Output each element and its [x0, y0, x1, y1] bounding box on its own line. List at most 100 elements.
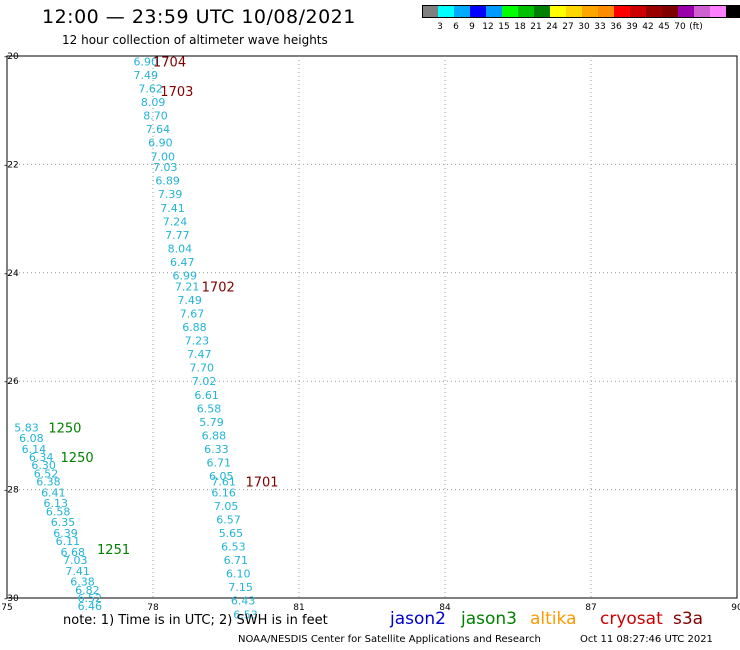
colorbar-swatch [646, 5, 662, 18]
wave-height-label: 5.83 [14, 421, 39, 434]
wave-height-label: 6.43 [231, 595, 256, 608]
wave-height-label: 6.58 [46, 505, 71, 518]
wave-height-label: 7.70 [190, 362, 215, 375]
colorbar-label: 9 [469, 22, 475, 32]
colorbar-label: 3 [437, 22, 443, 32]
colorbar-label: 27 [562, 22, 574, 32]
legend-jason2: jason2 [390, 609, 446, 629]
wave-height-label: 7.23 [185, 335, 210, 348]
longitude-tick-label: 90 [731, 603, 740, 613]
colorbar-swatch [550, 5, 566, 18]
map-title: 12:00 — 23:59 UTC 10/08/2021 [42, 6, 356, 28]
latitude-tick-label: -22 [4, 160, 19, 170]
colorbar-swatch [502, 5, 518, 18]
wave-height-label: 7.24 [163, 215, 188, 228]
map-subtitle: 12 hour collection of altimeter wave hei… [62, 33, 328, 47]
wave-height-label: 7.77 [165, 229, 190, 242]
colorbar-swatch [598, 5, 614, 18]
colorbar-swatch [438, 5, 454, 18]
colorbar-label: 24 [546, 22, 558, 32]
wave-height-label: 6.58 [197, 402, 222, 415]
colorbar-label: 36 [610, 22, 622, 32]
wave-height-label: 6.34 [29, 451, 54, 464]
latitude-tick-label: -28 [4, 486, 19, 496]
wave-height-label: 7.21 [175, 280, 200, 293]
wave-height-label: 6.11 [56, 535, 81, 548]
wave-height-label: 5.65 [219, 527, 244, 540]
wave-height-label: 6.90 [148, 137, 173, 150]
colorbar-label: 33 [594, 22, 606, 32]
wave-height-label: 6.68 [61, 546, 86, 559]
colorbar-swatch [486, 5, 502, 18]
wave-height-label: 7.00 [151, 150, 176, 163]
wave-height-label: 6.53 [233, 608, 257, 621]
wave-height-label: 6.33 [204, 443, 229, 456]
wave-height-label: 7.03 [153, 161, 178, 174]
colorbar-swatch [630, 5, 646, 18]
latitude-tick-label: -24 [4, 269, 19, 279]
longitude-tick-label: 84 [439, 603, 451, 613]
wave-height-label: 6.38 [70, 576, 95, 589]
colorbar-label: 18 [514, 22, 526, 32]
colorbar-label: 21 [530, 22, 542, 32]
wave-height-label: 8.09 [141, 96, 166, 109]
legend-jason3: jason3 [461, 609, 517, 629]
wave-height-label: 7.47 [187, 348, 212, 361]
colorbar-label: 45 [658, 22, 670, 32]
wave-height-label: 6.14 [22, 443, 46, 456]
colorbar-label: 15 [498, 22, 510, 32]
longitude-tick-label: 75 [1, 603, 12, 613]
colorbar-swatch [678, 5, 694, 18]
colorbar-label: 30 [578, 22, 590, 32]
wave-height-label: 6.10 [226, 568, 251, 581]
wave-height-label: 7.02 [192, 375, 217, 388]
colorbar-swatch [614, 5, 630, 18]
wave-height-label: 6.90 [134, 55, 159, 68]
wave-height-label: 6.88 [182, 321, 207, 334]
wave-height-label: 7.67 [180, 307, 205, 320]
wave-height-label: 6.61 [194, 389, 219, 402]
wave-height-label: 6.05 [209, 470, 234, 483]
legend-s3a: s3a [673, 609, 704, 629]
latitude-tick-label: -26 [4, 377, 19, 387]
colorbar-swatch [470, 5, 486, 18]
wave-height-label: 6.82 [75, 584, 100, 597]
wave-height-label: 6.89 [155, 175, 180, 188]
wave-height-label: 6.99 [172, 270, 197, 283]
wave-height-label: 7.03 [63, 554, 88, 567]
wave-height-label: 6.38 [36, 475, 61, 488]
colorbar-label: (ft) [689, 22, 703, 32]
colorbar-swatch [422, 5, 438, 18]
colorbar-label: 6 [453, 22, 459, 32]
wave-height-label: 6.30 [31, 459, 56, 472]
colorbar-label: 70 [674, 22, 686, 32]
wave-height-label: 6.41 [41, 486, 66, 499]
colorbar-swatch [566, 5, 582, 18]
wave-height-label: 7.15 [228, 581, 253, 594]
colorbar-label: 42 [642, 22, 654, 32]
latitude-tick-label: -20 [4, 52, 19, 62]
wave-height-label: 6.13 [44, 497, 69, 510]
pass-number-label: 1251 [97, 543, 130, 558]
colorbar-swatch [518, 5, 534, 18]
legend-altika: altika [530, 609, 577, 629]
colorbar-swatch [726, 5, 740, 18]
wave-height-label: 7.41 [65, 565, 90, 578]
pass-number-label: 1702 [202, 280, 235, 295]
wave-height-label: 7.62 [138, 83, 163, 96]
footer-note: note: 1) Time is in UTC; 2) SWH is in fe… [63, 613, 328, 628]
wave-height-label: 7.05 [214, 500, 239, 513]
wave-height-label: 6.46 [78, 600, 103, 613]
colorbar-swatch [582, 5, 598, 18]
wave-height-label: 6.53 [221, 541, 246, 554]
wave-height-label: 6.52 [34, 467, 59, 480]
wave-height-label: 6.16 [211, 486, 236, 499]
pass-number-label: 1250 [61, 451, 94, 466]
pass-number-label: 1703 [160, 85, 193, 100]
wave-height-label: 8.70 [143, 110, 168, 123]
legend-cryosat: cryosat [600, 609, 663, 629]
wave-height-label: 7.41 [160, 202, 185, 215]
longitude-tick-label: 78 [147, 603, 159, 613]
colorbar-swatch [694, 5, 710, 18]
wave-height-label: 7.39 [158, 188, 183, 201]
